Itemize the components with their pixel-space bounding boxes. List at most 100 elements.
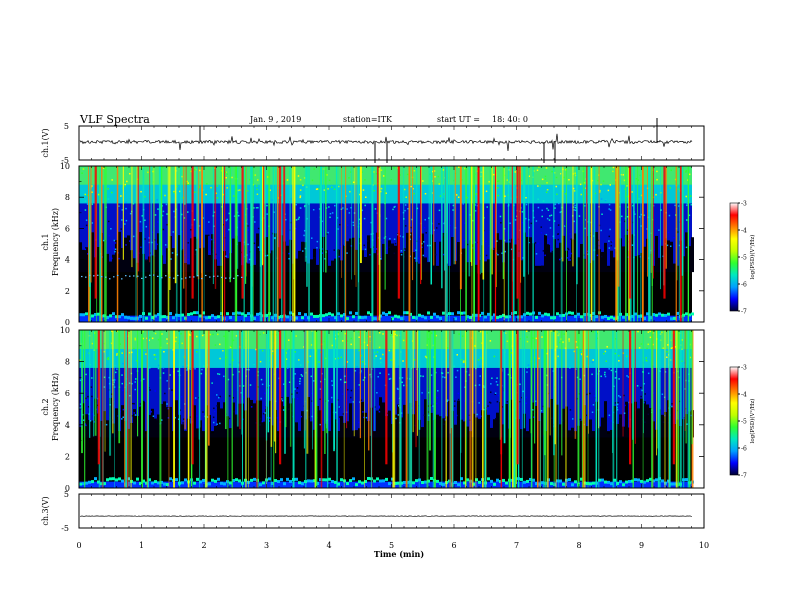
- sferic-streak: [245, 166, 247, 284]
- sferic-streak: [346, 330, 348, 429]
- spectrogram-cell: [328, 312, 331, 316]
- spectrogram-cell: [184, 262, 187, 273]
- spectrogram-cell: [82, 168, 85, 170]
- spectrogram-cell: [346, 482, 349, 486]
- spectrogram-cell: [546, 207, 548, 210]
- sferic-streak: [561, 330, 563, 456]
- spectrogram-cell: [112, 477, 115, 481]
- spectrogram-cell: [422, 254, 425, 257]
- spectrogram-cell: [355, 311, 358, 315]
- spectrogram-cell: [299, 189, 302, 191]
- spectrogram-cell: [466, 426, 469, 438]
- spectrogram-cell: [487, 312, 490, 316]
- spectrogram-cell: [615, 338, 617, 340]
- spectrogram-cell: [96, 404, 99, 407]
- colorbar-tick-label: -7: [741, 473, 747, 480]
- spectrogram-cell: [152, 170, 154, 173]
- spectrogram-cell: [385, 254, 388, 273]
- spectrogram-cell: [141, 226, 144, 229]
- sferic-streak: [243, 166, 245, 322]
- spectrogram-cell: [313, 479, 316, 483]
- spectrogram-cell: [592, 481, 595, 485]
- spectrogram-cell: [541, 336, 543, 338]
- spectrogram-cell: [423, 226, 426, 229]
- spectrogram-cell: [166, 338, 168, 340]
- spectrogram-cell: [442, 376, 444, 378]
- spectrogram-cell: [498, 180, 500, 182]
- spectrogram-cell: [425, 232, 427, 234]
- spectrogram-cell: [340, 245, 342, 248]
- spectrogram-cell: [646, 347, 648, 350]
- y-tick-label: 6: [65, 389, 70, 398]
- spectrogram-cell: [334, 256, 337, 259]
- sferic-streak: [168, 330, 170, 488]
- spectrogram-cell: [186, 369, 188, 371]
- spectrogram-cell: [346, 252, 348, 254]
- spectrogram-cell: [532, 478, 535, 482]
- sferic-streak: [270, 330, 273, 447]
- spectrogram-cell: [505, 242, 508, 273]
- spectrogram-cell: [541, 215, 543, 218]
- sferic-streak: [400, 330, 402, 488]
- spectrogram-cell: [608, 247, 611, 249]
- sferic-streak: [537, 330, 539, 488]
- sferic-streak: [539, 330, 541, 488]
- sferic-streak: [277, 166, 279, 322]
- sferic-streak: [368, 330, 370, 451]
- spectrogram-cell: [379, 479, 382, 483]
- spectrogram-cell: [406, 311, 409, 315]
- strong-event: [191, 166, 194, 299]
- spectrogram-cell: [113, 401, 115, 403]
- sferic-streak: [642, 166, 644, 322]
- spectrogram-cell: [217, 402, 220, 438]
- spectrogram-cell: [322, 314, 325, 318]
- spectrogram-cell: [349, 396, 352, 399]
- spectrogram-cell: [416, 368, 418, 371]
- sferic-streak: [384, 166, 387, 290]
- spectrogram-cell: [585, 414, 588, 417]
- spectrogram-cell: [520, 429, 523, 438]
- spectrogram-cell: [380, 190, 382, 193]
- spectrogram-cell: [223, 402, 226, 438]
- spectrogram-cell: [475, 313, 478, 317]
- spectrogram-cell: [247, 229, 249, 231]
- spectrogram-cell: [422, 375, 424, 378]
- spectrogram-cell: [435, 334, 437, 337]
- spectrogram-cell: [461, 179, 463, 181]
- spectrogram-cell: [202, 431, 205, 438]
- spectrogram-cell: [223, 482, 226, 486]
- sferic-streak: [274, 330, 276, 442]
- spectrogram-cell: [334, 258, 337, 273]
- spectrogram-cell: [495, 252, 498, 255]
- spectrogram-cell: [290, 238, 293, 240]
- spectrogram-cell: [145, 481, 148, 485]
- spectrogram-cell: [106, 420, 109, 438]
- spectrogram-cell: [311, 179, 314, 182]
- spectrogram-cell: [136, 359, 138, 362]
- spectrogram-cell: [142, 337, 144, 340]
- spectrogram-cell: [500, 221, 502, 224]
- spectrogram-cell: [496, 377, 498, 379]
- spectrogram-cell: [331, 186, 333, 189]
- spectrogram-cell: [474, 345, 476, 348]
- spectrogram-cell: [443, 253, 445, 256]
- spectrogram-cell: [488, 401, 491, 404]
- spectrogram-cell: [388, 378, 391, 380]
- spectrogram-cell: [91, 377, 93, 379]
- spectrogram-cell: [559, 242, 562, 273]
- spectrogram-cell: [349, 479, 352, 483]
- spectrogram-cell: [608, 208, 610, 210]
- spectrogram-cell: [178, 313, 181, 317]
- spectrogram-cell: [363, 376, 366, 379]
- spectrogram-cell: [420, 375, 422, 377]
- spectrogram-cell: [580, 353, 583, 355]
- spectrogram-cell: [584, 227, 586, 230]
- spectrogram-cell: [274, 237, 276, 240]
- sferic-streak: [434, 330, 436, 488]
- spectrogram-cell: [421, 233, 424, 273]
- y-axis-label-line: Frequency (kHz): [51, 208, 60, 276]
- spectrogram-cell: [222, 224, 224, 226]
- sferic-streak: [430, 166, 433, 285]
- spectrogram-cell: [578, 215, 581, 217]
